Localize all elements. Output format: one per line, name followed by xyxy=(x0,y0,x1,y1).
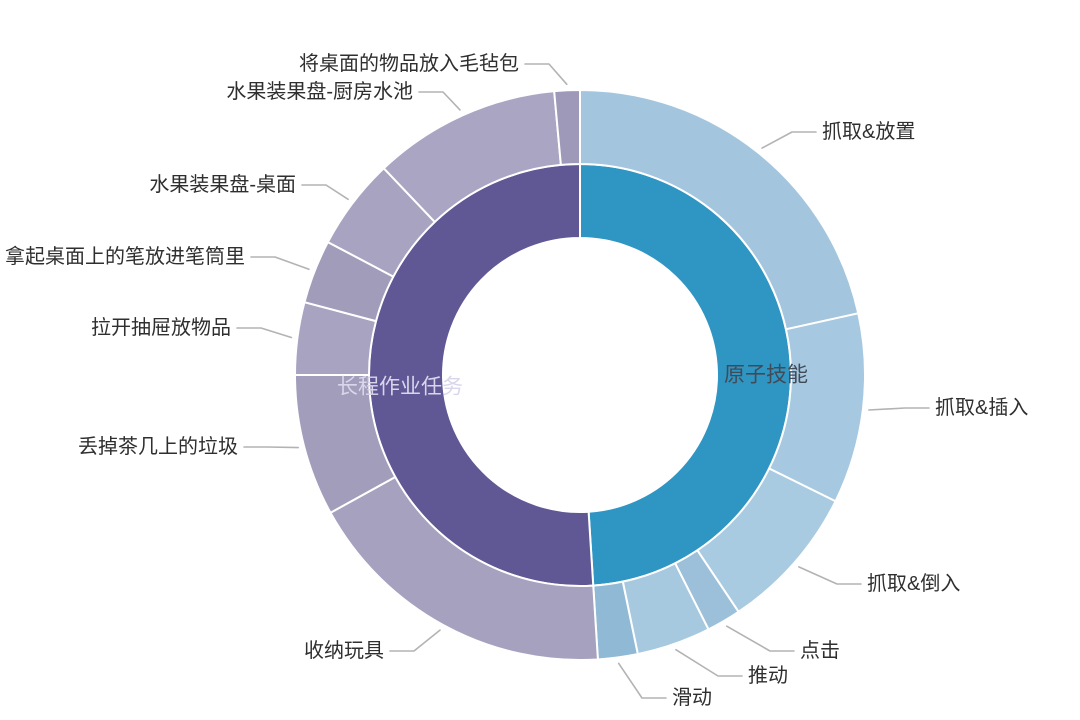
label-items-to-felt-bag: 将桌面的物品放入毛毡包 xyxy=(299,52,519,75)
leader-grab-pour xyxy=(798,566,862,585)
leader-items-to-felt-bag xyxy=(524,63,568,86)
leader-push xyxy=(675,648,743,677)
leader-slide xyxy=(617,662,667,699)
leader-click xyxy=(726,625,795,652)
label-pen-to-holder: 拿起桌面上的笔放进笔筒里 xyxy=(5,244,245,268)
label-atomic-skills: 原子技能 xyxy=(724,364,808,387)
label-grab-place: 抓取&放置 xyxy=(822,120,915,143)
label-fruit-plate-desktop: 水果装果盘-桌面 xyxy=(149,173,296,196)
label-throw-trash: 丢掉茶几上的垃圾 xyxy=(78,435,238,458)
leader-fruit-plate-desktop xyxy=(301,184,349,201)
label-long-horizon-tasks: 长程作业任务 xyxy=(337,376,463,399)
leader-throw-trash xyxy=(243,446,299,449)
label-store-toys: 收纳玩具 xyxy=(304,639,384,662)
label-push: 推动 xyxy=(748,664,788,687)
segment-items-to-felt-bag xyxy=(553,88,581,166)
label-fruit-plate-sink: 水果装果盘-厨房水池 xyxy=(226,80,413,103)
leader-pen-to-holder xyxy=(250,256,310,271)
label-grab-pour: 抓取&倒入 xyxy=(867,572,960,595)
label-click: 点击 xyxy=(800,639,840,662)
label-open-drawer: 拉开抽屉放物品 xyxy=(91,316,231,339)
leader-open-drawer xyxy=(236,327,293,339)
leader-grab-place xyxy=(761,131,817,149)
leader-store-toys xyxy=(389,629,441,652)
label-slide: 滑动 xyxy=(672,686,712,709)
leader-grab-insert xyxy=(868,407,930,411)
leader-fruit-plate-sink xyxy=(418,91,461,111)
label-grab-insert: 抓取&插入 xyxy=(935,396,1028,419)
